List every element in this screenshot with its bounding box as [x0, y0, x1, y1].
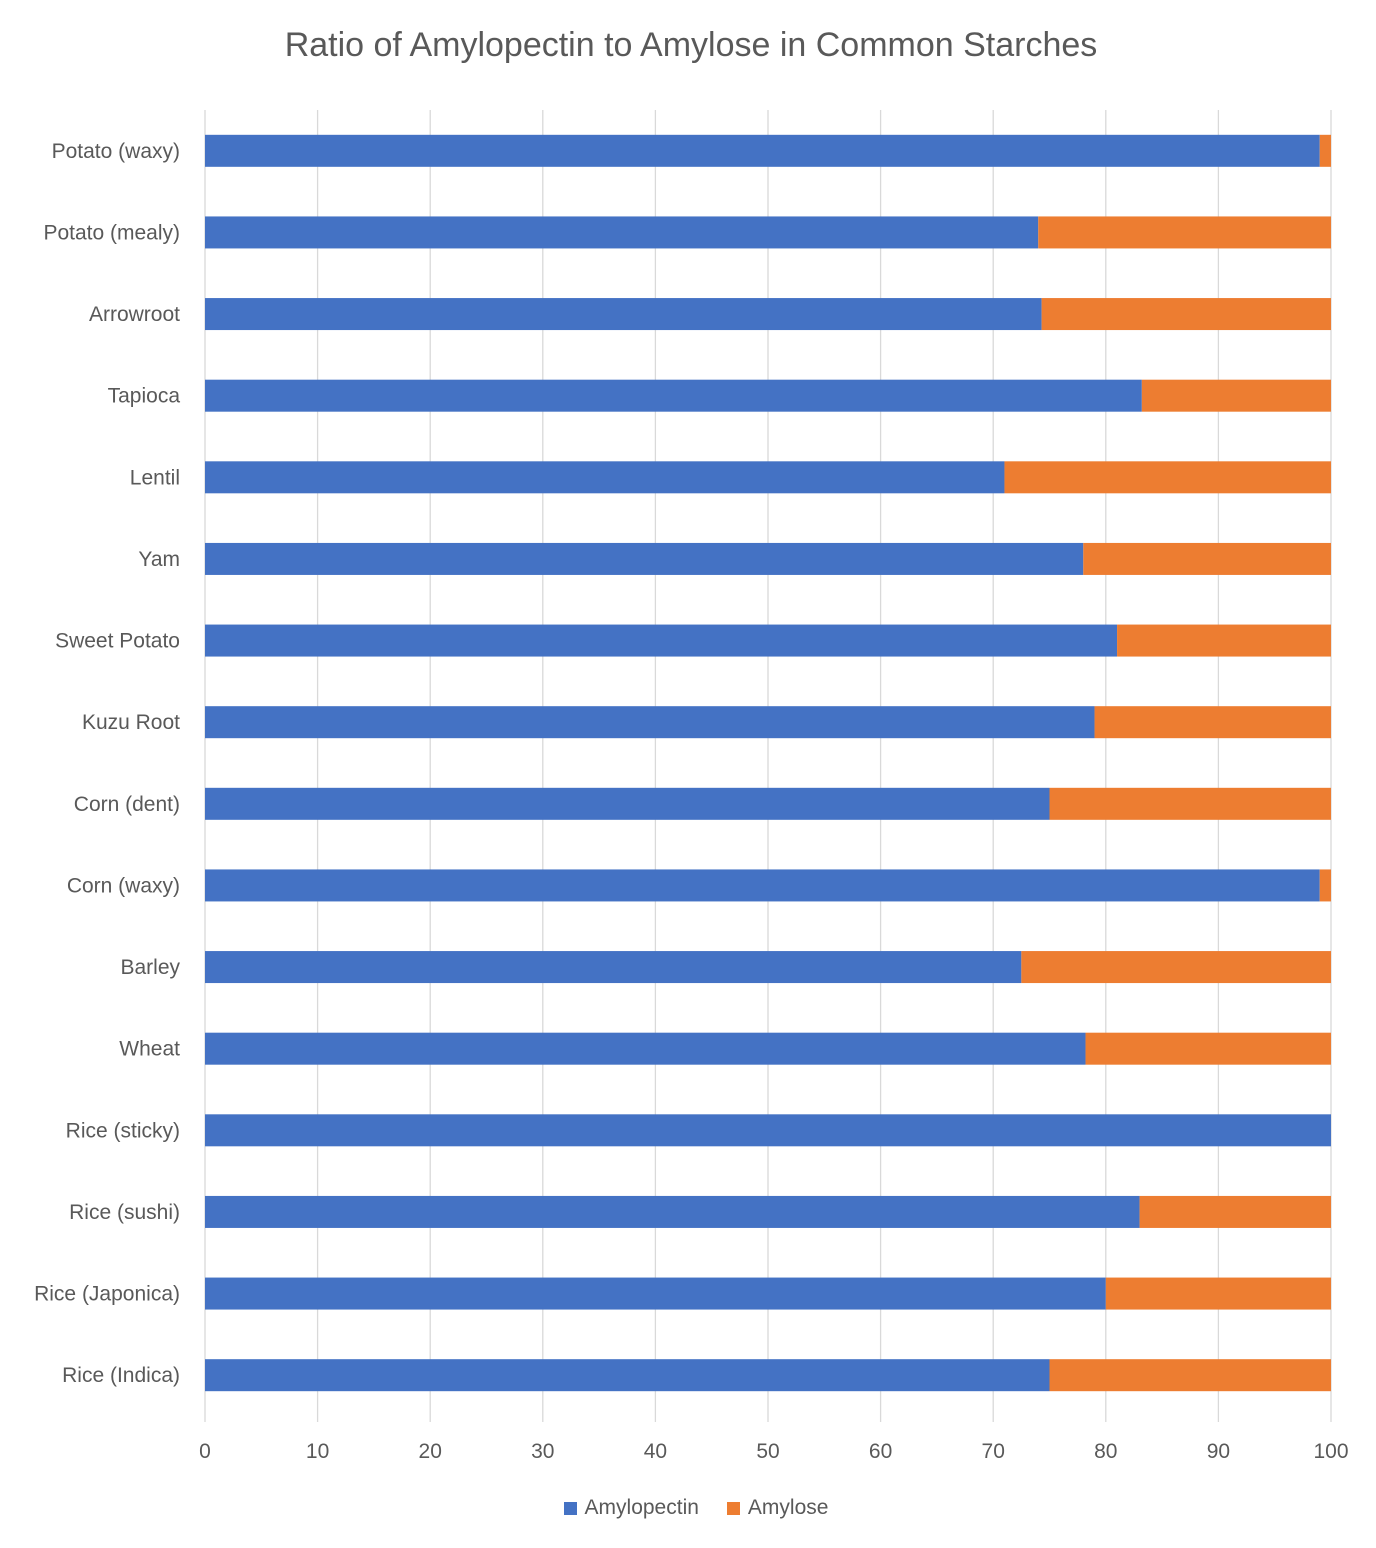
- category-label: Kuzu Root: [82, 711, 180, 734]
- bar-amylopectin: [205, 951, 1022, 984]
- category-label: Corn (dent): [74, 793, 180, 816]
- x-tick-label: 100: [1313, 1440, 1348, 1463]
- x-tick-label: 70: [982, 1440, 1005, 1463]
- bar-amylose: [1117, 624, 1331, 657]
- bar-amylopectin: [205, 1032, 1086, 1065]
- category-label: Potato (mealy): [43, 221, 180, 244]
- category-label: Rice (Indica): [62, 1364, 180, 1387]
- category-label: Rice (sticky): [66, 1119, 180, 1142]
- x-tick-label: 60: [869, 1440, 892, 1463]
- bar-amylopectin: [205, 134, 1320, 167]
- bar-amylose: [1041, 298, 1331, 331]
- legend: Amylopectin Amylose: [0, 1496, 1376, 1520]
- x-tick-label: 0: [199, 1440, 211, 1463]
- legend-swatch-amylopectin: [563, 1501, 577, 1515]
- category-label: Rice (Japonica): [34, 1283, 180, 1306]
- bar-amylopectin: [205, 1277, 1106, 1310]
- bar-amylose: [1083, 542, 1331, 575]
- bar-amylose: [1105, 1277, 1331, 1310]
- x-tick-label: 10: [306, 1440, 329, 1463]
- bar-amylose: [1085, 1032, 1331, 1065]
- bar-amylopectin: [205, 216, 1039, 249]
- category-label: Wheat: [119, 1038, 180, 1061]
- bar-amylose: [1319, 134, 1331, 167]
- bar-amylose: [1094, 706, 1331, 739]
- bar-amylopectin: [205, 1359, 1050, 1392]
- bar-amylose: [1004, 461, 1331, 494]
- category-label: Rice (sushi): [69, 1201, 180, 1224]
- bar-amylose: [1141, 379, 1331, 412]
- bar-amylose: [1049, 787, 1331, 820]
- category-label: Lentil: [130, 466, 180, 489]
- x-tick-label: 30: [531, 1440, 554, 1463]
- x-tick-label: 80: [1094, 1440, 1117, 1463]
- bar-amylopectin: [205, 298, 1042, 331]
- category-label: Arrowroot: [89, 303, 180, 326]
- bar-amylose: [1319, 869, 1331, 902]
- legend-label-amylopectin: Amylopectin: [584, 1496, 699, 1519]
- bar-amylose: [1021, 951, 1331, 984]
- x-tick-label: 90: [1207, 1440, 1230, 1463]
- bar-amylopectin: [205, 869, 1320, 902]
- bar-amylopectin: [205, 787, 1050, 820]
- bar-amylopectin: [205, 1195, 1140, 1228]
- x-tick-label: 40: [644, 1440, 667, 1463]
- x-tick-label: 50: [756, 1440, 779, 1463]
- bar-amylose: [1038, 216, 1331, 249]
- legend-label-amylose: Amylose: [747, 1496, 829, 1519]
- chart-title: Ratio of Amylopectin to Amylose in Commo…: [284, 26, 1098, 64]
- bar-amylopectin: [205, 379, 1142, 412]
- bar-amylose: [1049, 1359, 1331, 1392]
- category-label: Barley: [120, 956, 180, 979]
- legend-item-amylopectin: Amylopectin: [563, 1496, 699, 1520]
- category-label: Tapioca: [108, 385, 181, 408]
- bar-amylopectin: [205, 461, 1005, 494]
- category-label: Potato (waxy): [52, 140, 180, 163]
- x-tick-label: 20: [419, 1440, 442, 1463]
- legend-swatch-amylose: [726, 1501, 740, 1515]
- bar-amylopectin: [205, 542, 1084, 575]
- category-label: Sweet Potato: [55, 630, 180, 653]
- category-label: Yam: [138, 548, 180, 571]
- legend-item-amylose: Amylose: [726, 1496, 829, 1520]
- bar-amylopectin: [205, 624, 1118, 657]
- bar-amylopectin: [205, 706, 1095, 739]
- bar-amylopectin: [205, 1114, 1331, 1147]
- category-label: Corn (waxy): [67, 874, 180, 897]
- bar-amylose: [1139, 1195, 1331, 1228]
